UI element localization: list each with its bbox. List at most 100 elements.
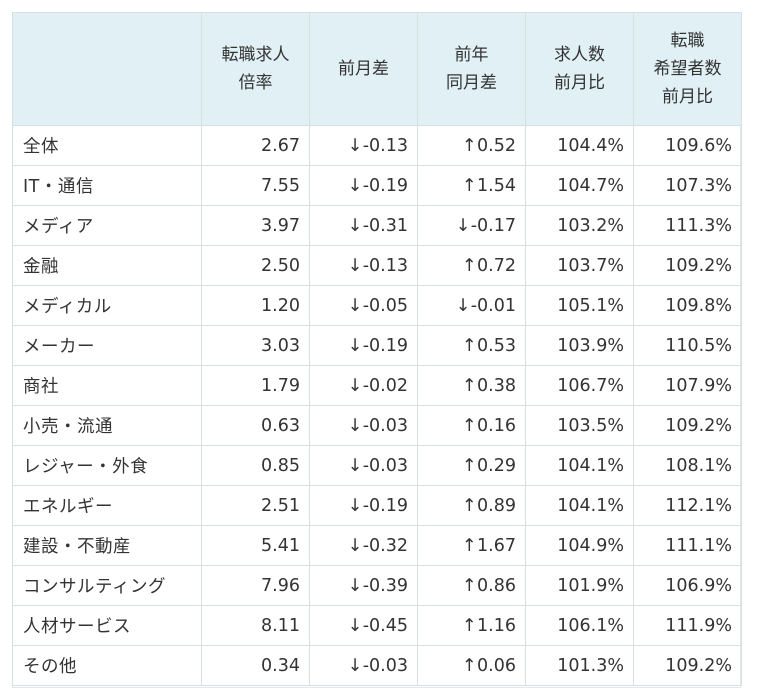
job-ratio-value: 0.63 [261, 415, 300, 436]
job-ratio-cell: 3.03 [201, 325, 310, 366]
job-ratio-value: 2.67 [261, 135, 300, 156]
seekers-mom-value: 107.3% [665, 175, 732, 196]
job-ratio-value: 7.55 [261, 175, 300, 196]
year-diff-value: 0.52 [477, 135, 516, 156]
down-arrow-icon: ↓ [347, 135, 363, 156]
seekers-mom-cell: 111.1% [633, 525, 742, 566]
header-line: 希望者数 [653, 59, 722, 79]
month-diff-cell: ↓-0.39 [309, 565, 418, 606]
table-row: コンサルティング 7.96 ↓-0.39 ↑0.86 101.9% 106.9% [12, 565, 742, 606]
seekers-mom-cell: 109.6% [633, 125, 742, 166]
table-row: IT・通信 7.55 ↓-0.19 ↑1.54 104.7% 107.3% [12, 165, 742, 206]
month-diff-value: -0.31 [362, 215, 408, 236]
job-ratio-value: 7.96 [261, 575, 300, 596]
year-diff-cell: ↑0.16 [417, 405, 526, 446]
seekers-mom-value: 111.1% [665, 535, 732, 556]
job-ratio-cell: 1.79 [201, 365, 310, 406]
industry-name: レジャー・外食 [23, 457, 149, 477]
jobs-mom-value: 103.7% [557, 255, 624, 276]
seekers-mom-value: 109.6% [665, 135, 732, 156]
seekers-mom-value: 107.9% [665, 375, 732, 396]
industry-name-cell: レジャー・外食 [12, 445, 202, 486]
jobs-mom-cell: 104.4% [525, 125, 634, 166]
header-line: 求人数 [554, 45, 605, 65]
header-jobs-mom: 求人数 前月比 [525, 12, 634, 126]
header-job-ratio: 転職求人 倍率 [201, 12, 310, 126]
jobs-mom-cell: 101.9% [525, 565, 634, 606]
up-arrow-icon: ↑ [462, 575, 477, 596]
down-arrow-icon: ↓ [347, 615, 363, 636]
up-arrow-icon: ↑ [462, 495, 477, 516]
year-diff-cell: ↑0.52 [417, 125, 526, 166]
seekers-mom-cell: 109.2% [633, 645, 742, 686]
year-diff-cell: ↓-0.01 [417, 285, 526, 326]
table-row: レジャー・外食 0.85 ↓-0.03 ↑0.29 104.1% 108.1% [12, 445, 742, 486]
seekers-mom-cell: 110.5% [633, 325, 742, 366]
table-row: 人材サービス 8.11 ↓-0.45 ↑1.16 106.1% 111.9% [12, 605, 742, 646]
year-diff-value: 0.06 [477, 655, 516, 676]
down-arrow-icon: ↓ [347, 255, 363, 276]
industry-name: メーカー [23, 337, 95, 357]
down-arrow-icon: ↓ [347, 535, 363, 556]
seekers-mom-value: 109.2% [665, 655, 732, 676]
month-diff-value: -0.05 [362, 295, 408, 316]
industry-name-cell: メディア [12, 205, 202, 246]
jobs-mom-value: 101.9% [557, 575, 624, 596]
job-ratio-value: 2.51 [261, 495, 300, 516]
job-ratio-value: 1.20 [261, 295, 300, 316]
year-diff-value: 0.29 [477, 455, 516, 476]
jobs-mom-cell: 101.3% [525, 645, 634, 686]
up-arrow-icon: ↑ [462, 175, 477, 196]
month-diff-value: -0.03 [362, 415, 408, 436]
month-diff-cell: ↓-0.05 [309, 285, 418, 326]
month-diff-value: -0.13 [362, 135, 408, 156]
seekers-mom-cell: 106.9% [633, 565, 742, 606]
industry-name-cell: メディカル [12, 285, 202, 326]
month-diff-value: -0.02 [362, 375, 408, 396]
seekers-mom-value: 106.9% [665, 575, 732, 596]
job-ratio-value: 2.50 [261, 255, 300, 276]
job-ratio-value: 0.34 [261, 655, 300, 676]
industry-name-cell: その他 [12, 645, 202, 686]
jobs-mom-cell: 106.7% [525, 365, 634, 406]
table-row: メディカル 1.20 ↓-0.05 ↓-0.01 105.1% 109.8% [12, 285, 742, 326]
job-ratio-cell: 2.50 [201, 245, 310, 286]
up-arrow-icon: ↑ [462, 255, 477, 276]
jobs-mom-value: 106.7% [557, 375, 624, 396]
job-ratio-cell: 8.11 [201, 605, 310, 646]
table-row: 全体 2.67 ↓-0.13 ↑0.52 104.4% 109.6% [12, 125, 742, 166]
job-ratio-cell: 7.55 [201, 165, 310, 206]
industry-name: IT・通信 [23, 177, 94, 197]
industry-name-cell: メーカー [12, 325, 202, 366]
year-diff-cell: ↑0.86 [417, 565, 526, 606]
seekers-mom-value: 111.3% [665, 215, 732, 236]
seekers-mom-value: 112.1% [665, 495, 732, 516]
month-diff-value: -0.19 [362, 495, 408, 516]
header-seekers-mom: 転職 希望者数 前月比 [633, 12, 742, 126]
month-diff-cell: ↓-0.19 [309, 485, 418, 526]
seekers-mom-value: 109.2% [665, 255, 732, 276]
job-ratio-cell: 0.63 [201, 405, 310, 446]
seekers-mom-cell: 111.3% [633, 205, 742, 246]
year-diff-cell: ↑0.29 [417, 445, 526, 486]
up-arrow-icon: ↑ [462, 375, 477, 396]
year-diff-value: 1.67 [477, 535, 516, 556]
seekers-mom-value: 109.2% [665, 415, 732, 436]
jobs-mom-cell: 104.9% [525, 525, 634, 566]
jobs-mom-value: 106.1% [557, 615, 624, 636]
jobs-mom-value: 103.2% [557, 215, 624, 236]
up-arrow-icon: ↑ [462, 135, 477, 156]
year-diff-value: -0.17 [470, 215, 516, 236]
year-diff-value: 0.72 [477, 255, 516, 276]
industry-name: 小売・流通 [23, 417, 113, 437]
job-ratio-table: 転職求人 倍率 前月差 前年 同月差 求人数 前月比 転職 希望者数 前月比 全体 2.67 ↓-0.… [12, 12, 742, 686]
job-ratio-cell: 7.96 [201, 565, 310, 606]
header-row: 転職求人 倍率 前月差 前年 同月差 求人数 前月比 転職 希望者数 前月比 [12, 12, 742, 126]
header-year-diff: 前年 同月差 [417, 12, 526, 126]
up-arrow-icon: ↑ [462, 415, 477, 436]
jobs-mom-value: 103.5% [557, 415, 624, 436]
down-arrow-icon: ↓ [455, 215, 471, 236]
job-ratio-cell: 0.34 [201, 645, 310, 686]
month-diff-cell: ↓-0.03 [309, 445, 418, 486]
down-arrow-icon: ↓ [347, 295, 363, 316]
